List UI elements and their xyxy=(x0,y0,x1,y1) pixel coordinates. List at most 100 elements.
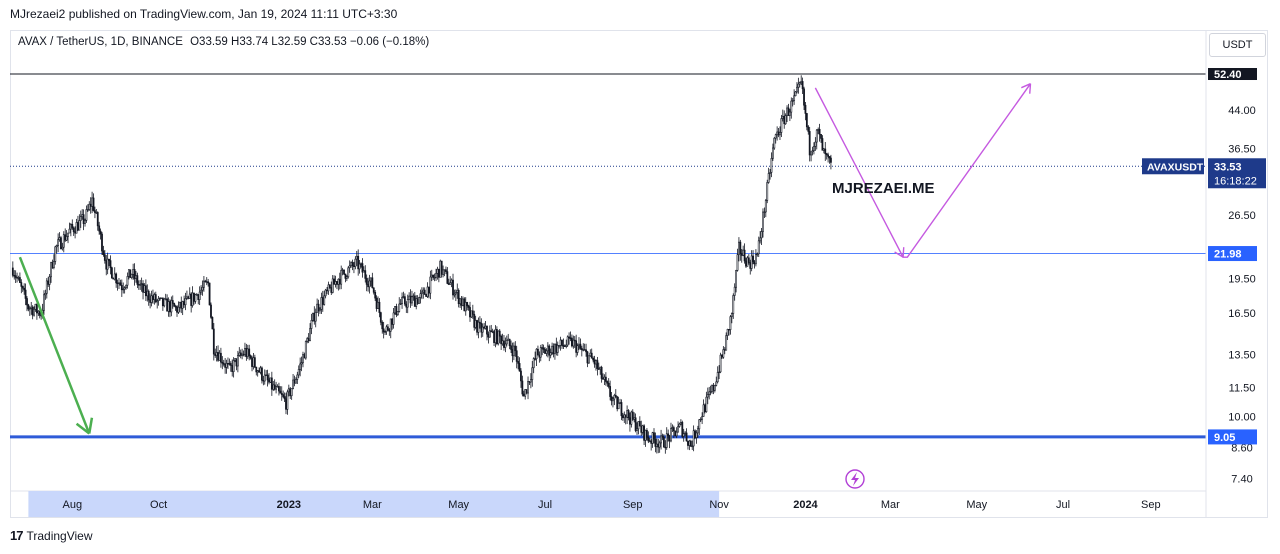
candle-body xyxy=(571,337,573,347)
candle-body xyxy=(234,358,236,361)
candle xyxy=(120,279,123,297)
candle xyxy=(167,297,170,317)
candle-body xyxy=(805,113,808,128)
candle xyxy=(299,357,302,377)
candle-body xyxy=(573,339,576,342)
candle xyxy=(636,422,638,435)
candle xyxy=(798,81,801,88)
candle-body xyxy=(203,280,205,288)
violet-down-arrowhead-1 xyxy=(902,247,905,258)
candle xyxy=(435,268,437,281)
candle-body xyxy=(388,329,391,332)
candle-body xyxy=(759,237,762,242)
candle-body xyxy=(552,345,555,355)
candle-body xyxy=(827,154,829,157)
candle-body xyxy=(821,138,824,151)
candle xyxy=(234,358,236,363)
candle-body xyxy=(78,220,81,231)
candle-body xyxy=(75,222,78,234)
candle-body xyxy=(525,389,528,394)
candle-body xyxy=(460,298,463,306)
candle-body xyxy=(109,260,112,269)
candle xyxy=(239,349,242,359)
candle xyxy=(323,290,326,306)
candle-body xyxy=(350,262,353,267)
candle xyxy=(773,136,776,150)
candle xyxy=(446,267,449,285)
candle xyxy=(215,345,218,362)
candle xyxy=(413,291,416,307)
candle xyxy=(159,297,161,301)
candle xyxy=(566,335,569,347)
lightning-icon[interactable] xyxy=(845,469,865,489)
candle xyxy=(26,296,28,312)
candle-body xyxy=(48,276,51,285)
candle xyxy=(58,232,61,242)
candle xyxy=(415,295,418,310)
candle-body xyxy=(367,284,369,288)
candle-body xyxy=(568,336,570,339)
candle-body xyxy=(221,361,224,364)
candle xyxy=(813,142,815,155)
candle xyxy=(75,218,78,234)
candle xyxy=(688,439,691,451)
candle xyxy=(429,270,432,300)
candle xyxy=(368,274,371,294)
candle xyxy=(245,343,248,361)
candle xyxy=(641,424,644,435)
candle-body xyxy=(358,263,361,270)
candle-body xyxy=(743,249,746,262)
candle xyxy=(170,296,173,317)
candle-body xyxy=(678,423,681,427)
candle-body xyxy=(219,352,222,363)
candle xyxy=(640,420,643,436)
candle-body xyxy=(633,417,636,420)
candle-body xyxy=(258,370,261,373)
candle xyxy=(442,265,445,278)
candle-body xyxy=(330,287,333,293)
candle xyxy=(616,395,619,412)
candle xyxy=(227,357,229,370)
candle xyxy=(602,373,604,380)
candle-body xyxy=(51,262,54,269)
candle xyxy=(381,320,384,334)
candle xyxy=(92,193,95,212)
violet-down-arrowhead-0 xyxy=(894,251,904,258)
candle xyxy=(753,259,756,269)
y-tick-label: 11.50 xyxy=(1229,382,1256,394)
candle-body xyxy=(214,353,217,356)
candle xyxy=(326,287,328,295)
candle xyxy=(627,409,630,421)
candle xyxy=(50,261,52,283)
candle xyxy=(524,389,527,400)
candle-body xyxy=(57,239,60,246)
candle xyxy=(544,347,546,354)
candle xyxy=(599,366,602,375)
candle xyxy=(370,277,372,287)
candle xyxy=(81,209,84,220)
candle xyxy=(336,281,338,290)
candle-body xyxy=(578,343,580,347)
candle xyxy=(86,204,89,212)
candle xyxy=(52,254,55,270)
candle-body xyxy=(694,430,696,438)
candle xyxy=(600,365,603,383)
candle xyxy=(34,303,37,312)
candle xyxy=(171,295,174,309)
candle-body xyxy=(416,298,419,304)
candle xyxy=(251,355,253,372)
candle xyxy=(67,232,69,244)
candle xyxy=(579,338,582,350)
candle xyxy=(358,259,361,274)
candle xyxy=(830,154,832,170)
candle xyxy=(517,356,520,370)
candle-body xyxy=(67,232,69,237)
currency-button[interactable]: USDT xyxy=(1209,33,1266,57)
candle-body xyxy=(733,286,736,296)
candle xyxy=(609,380,612,401)
candle xyxy=(116,279,119,291)
candle-body xyxy=(77,222,79,231)
candle-body xyxy=(300,362,303,365)
candle-body xyxy=(371,277,374,289)
